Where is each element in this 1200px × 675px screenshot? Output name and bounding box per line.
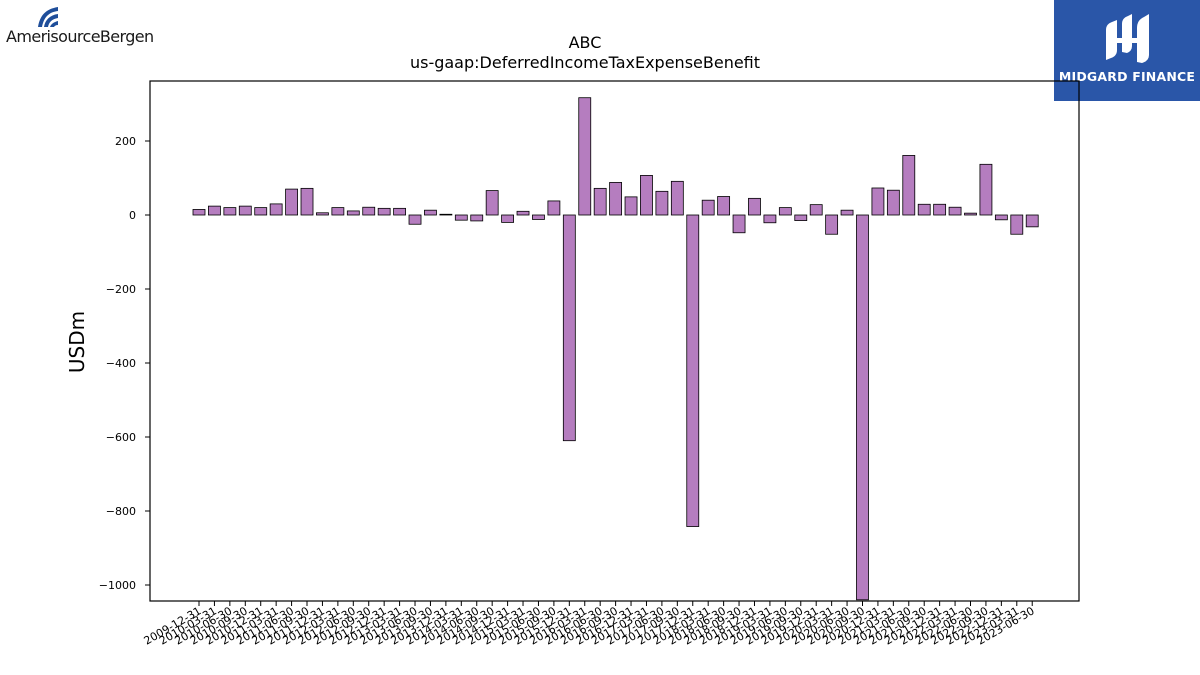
amerisourcebergen-swirl-icon [36,5,60,29]
midgard-logo-text: MIDGARD FINANCE [1058,69,1196,84]
plot-frame [149,80,1080,602]
bar-2023-03-31 [1010,214,1024,235]
bar-2011-12-31 [316,212,329,216]
chart-title: ABC [568,33,602,52]
bar-2010-06-30 [223,207,237,216]
bar-2010-03-31 [208,205,221,216]
bar-2015-12-31 [562,214,576,442]
bar-2014-03-31 [454,214,468,221]
y-axis-ticks: 200 0 −200 −400 −600 −800 −1000 [99,135,150,592]
y-tick-label: 200 [115,135,136,148]
bar-2012-06-30 [346,210,360,216]
midgard-finance-logo: MIDGARD FINANCE [1054,0,1200,101]
y-tick-label: −1000 [99,579,136,592]
y-tick-label: −200 [106,283,136,296]
bar-2012-09-30 [362,206,376,216]
y-tick-label: −800 [106,505,136,518]
bar-2019-09-30 [794,214,808,221]
bar-2018-12-31 [748,197,761,216]
bar-2011-03-31 [269,203,283,216]
bar-2015-09-30 [547,200,561,216]
bar-2013-03-31 [393,207,406,216]
midgard-mark-icon [1106,14,1149,63]
bar-2021-09-30 [917,203,931,216]
bar-2013-06-30 [408,214,422,225]
bars-group [192,97,1039,601]
bar-2018-03-31 [701,199,715,216]
bar-2020-12-31 [871,187,885,216]
y-tick-label: −600 [106,431,136,444]
amerisourcebergen-logo: AmerisourceBergen [0,0,170,50]
y-tick-label: −400 [106,357,136,370]
bar-2017-12-31 [686,214,700,527]
bar-2009-12-31 [192,209,206,216]
bar-2015-06-30 [532,214,545,220]
bar-2019-12-31 [809,204,823,216]
bar-2017-09-30 [670,180,684,216]
bar-2017-06-30 [655,190,669,216]
bar-2010-09-30 [238,205,252,216]
bar-2019-06-30 [778,207,792,216]
bar-2018-06-30 [717,196,731,216]
amerisourcebergen-logo-text: AmerisourceBergen [6,27,154,46]
bar-2016-12-31 [624,196,638,216]
bar-2010-12-31 [254,207,268,216]
chart-subtitle: us-gaap:DeferredIncomeTaxExpenseBenefit [409,53,761,72]
bar-2019-03-31 [763,214,777,224]
bar-2022-06-30 [964,212,977,216]
bar-2021-06-30 [902,155,916,216]
bar-2013-09-30 [424,209,437,216]
bar-2016-03-31 [578,97,592,216]
x-axis-ticks: 2009-12-312010-03-312010-06-302010-09-30… [142,601,1037,648]
bar-2014-12-31 [501,214,515,223]
bar-2014-09-30 [485,190,499,216]
bar-2016-06-30 [593,187,607,216]
bar-2020-06-30 [840,209,854,216]
bar-2022-12-31 [994,214,1008,221]
bar-2021-12-31 [933,203,947,216]
bar-2011-06-30 [285,188,298,216]
bar-2023-06-30 [1025,214,1039,228]
bar-2012-12-31 [377,207,391,216]
bar-2022-03-31 [948,206,962,216]
bar-2022-09-30 [979,163,993,216]
bar-2020-03-31 [825,214,839,235]
bar-2020-09-30 [856,214,869,601]
bar-2015-03-31 [516,210,530,216]
bar-2016-09-30 [609,182,623,216]
bar-2017-03-31 [640,175,653,216]
bar-2013-12-31 [439,213,453,216]
bar-2012-03-31 [331,207,345,216]
bar-2011-09-30 [300,187,314,216]
bar-2021-03-31 [886,189,900,216]
bar-2018-09-30 [732,214,746,234]
bar-2014-06-30 [470,214,484,222]
y-tick-label: 0 [129,209,136,222]
